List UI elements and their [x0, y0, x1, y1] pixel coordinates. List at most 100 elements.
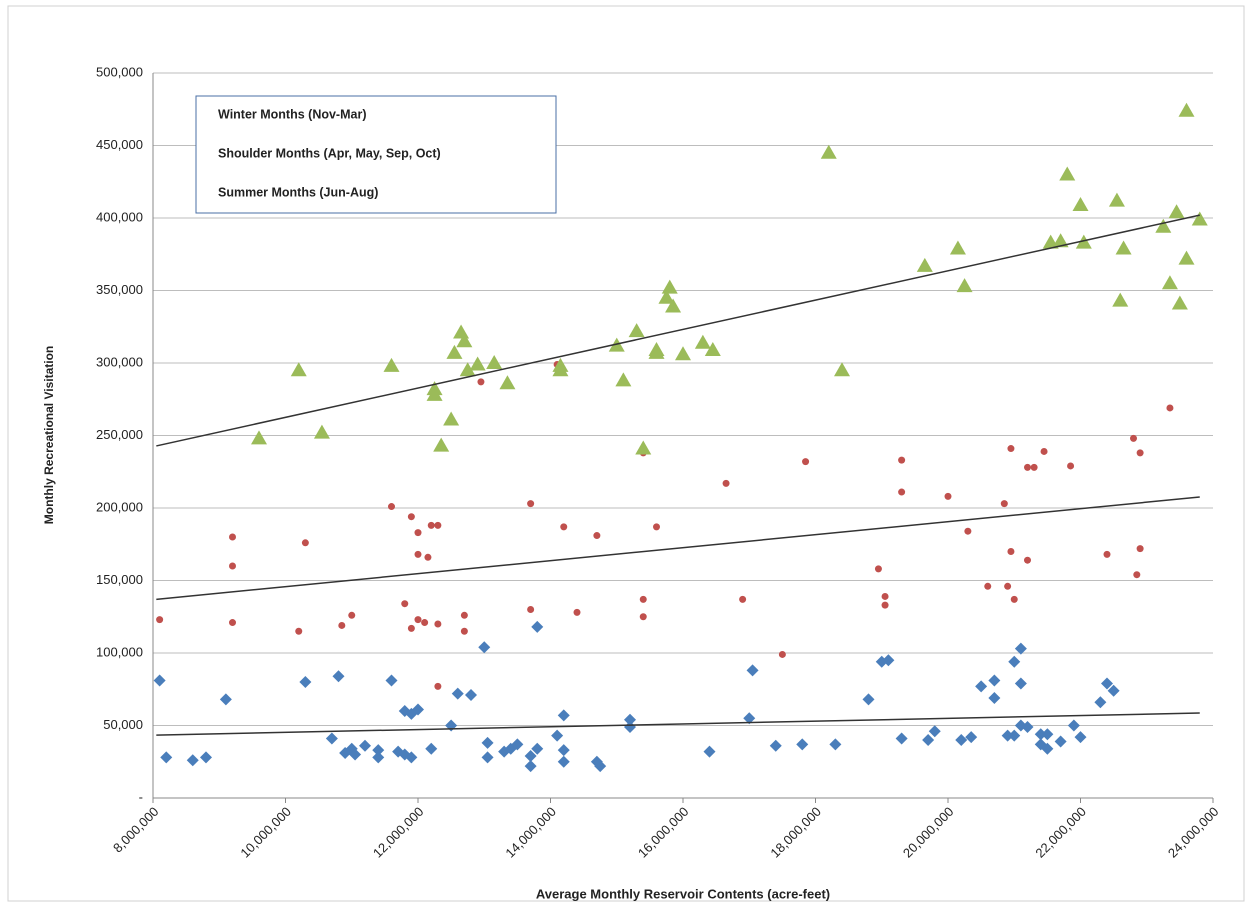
point: [451, 687, 464, 700]
point: [1034, 728, 1047, 741]
point: [746, 664, 759, 677]
x-tick-label: 18,000,000: [767, 804, 824, 861]
x-tick-label: 8,000,000: [110, 804, 162, 856]
point: [1115, 240, 1132, 255]
x-tick-label: 14,000,000: [502, 804, 559, 861]
point: [594, 760, 607, 773]
point: [796, 738, 809, 751]
point: [460, 627, 468, 635]
point: [964, 527, 972, 535]
point: [1041, 742, 1054, 755]
point: [313, 424, 330, 439]
point: [486, 355, 503, 369]
point: [1030, 463, 1038, 471]
point: [301, 539, 309, 547]
point: [531, 742, 544, 755]
point: [407, 513, 415, 521]
legend-label: Summer Months (Jun-Aug): [218, 185, 378, 199]
point: [383, 357, 400, 372]
point: [1075, 234, 1092, 249]
point: [1112, 292, 1129, 307]
point: [160, 751, 173, 764]
point: [628, 323, 645, 338]
point: [557, 709, 570, 722]
point: [425, 742, 438, 755]
point: [460, 611, 468, 619]
y-tick-label: 400,000: [96, 209, 143, 224]
point: [881, 592, 889, 600]
point: [653, 523, 660, 531]
plot-area: - 50,000 100,000 150,000 200,000 250,000 300,0…: [96, 64, 1222, 860]
point: [456, 333, 473, 348]
point: [956, 278, 973, 293]
point: [469, 356, 486, 371]
point: [928, 725, 941, 738]
point: [414, 529, 422, 537]
point: [359, 739, 371, 752]
point: [251, 430, 267, 445]
point: [527, 606, 535, 613]
point: [552, 357, 569, 372]
y-tick-label: 300,000: [96, 354, 143, 369]
point: [1130, 434, 1137, 442]
point: [511, 738, 524, 751]
point: [624, 720, 636, 733]
trendline: [156, 496, 1200, 601]
point: [481, 751, 494, 764]
point: [1014, 677, 1027, 690]
point: [295, 627, 303, 635]
point: [1191, 211, 1208, 226]
point: [219, 693, 232, 706]
point: [1021, 720, 1034, 733]
point: [1040, 447, 1048, 455]
point: [1001, 729, 1014, 742]
x-tick-label: 24,000,000: [1165, 804, 1222, 861]
point: [661, 279, 678, 294]
point: [551, 729, 564, 742]
point: [299, 676, 312, 688]
point: [481, 736, 494, 749]
point: [1024, 556, 1031, 564]
x-tick-label: 20,000,000: [900, 804, 957, 861]
point: [1166, 404, 1174, 412]
point: [531, 620, 544, 633]
point: [1014, 642, 1027, 655]
point: [434, 620, 442, 628]
point: [434, 682, 442, 690]
point: [881, 601, 889, 609]
point: [499, 375, 516, 390]
point: [1094, 696, 1107, 709]
x-axis-label: Average Monthly Reservoir Contents (acre…: [536, 886, 830, 901]
x-tick-label: 12,000,000: [370, 804, 427, 861]
point: [874, 565, 882, 573]
point: [593, 532, 601, 540]
point: [200, 751, 212, 764]
point: [743, 712, 756, 725]
point: [1041, 728, 1054, 741]
point: [349, 748, 362, 761]
point: [186, 754, 199, 767]
point: [722, 479, 730, 487]
point: [1161, 275, 1178, 290]
point: [385, 674, 398, 687]
point: [898, 456, 906, 464]
point: [1178, 250, 1195, 265]
point: [1008, 655, 1021, 668]
point: [965, 731, 978, 744]
point: [1107, 684, 1120, 697]
point: [1101, 677, 1113, 690]
y-tick-label: 100,000: [96, 644, 143, 659]
point: [421, 619, 429, 627]
point: [348, 611, 356, 619]
point: [325, 732, 338, 745]
point: [944, 492, 952, 500]
point: [1072, 196, 1089, 211]
point: [1136, 449, 1144, 457]
point: [1067, 719, 1080, 732]
point: [1010, 595, 1018, 603]
point: [453, 324, 470, 339]
point: [414, 550, 422, 558]
point: [862, 693, 875, 706]
point: [1067, 462, 1075, 470]
